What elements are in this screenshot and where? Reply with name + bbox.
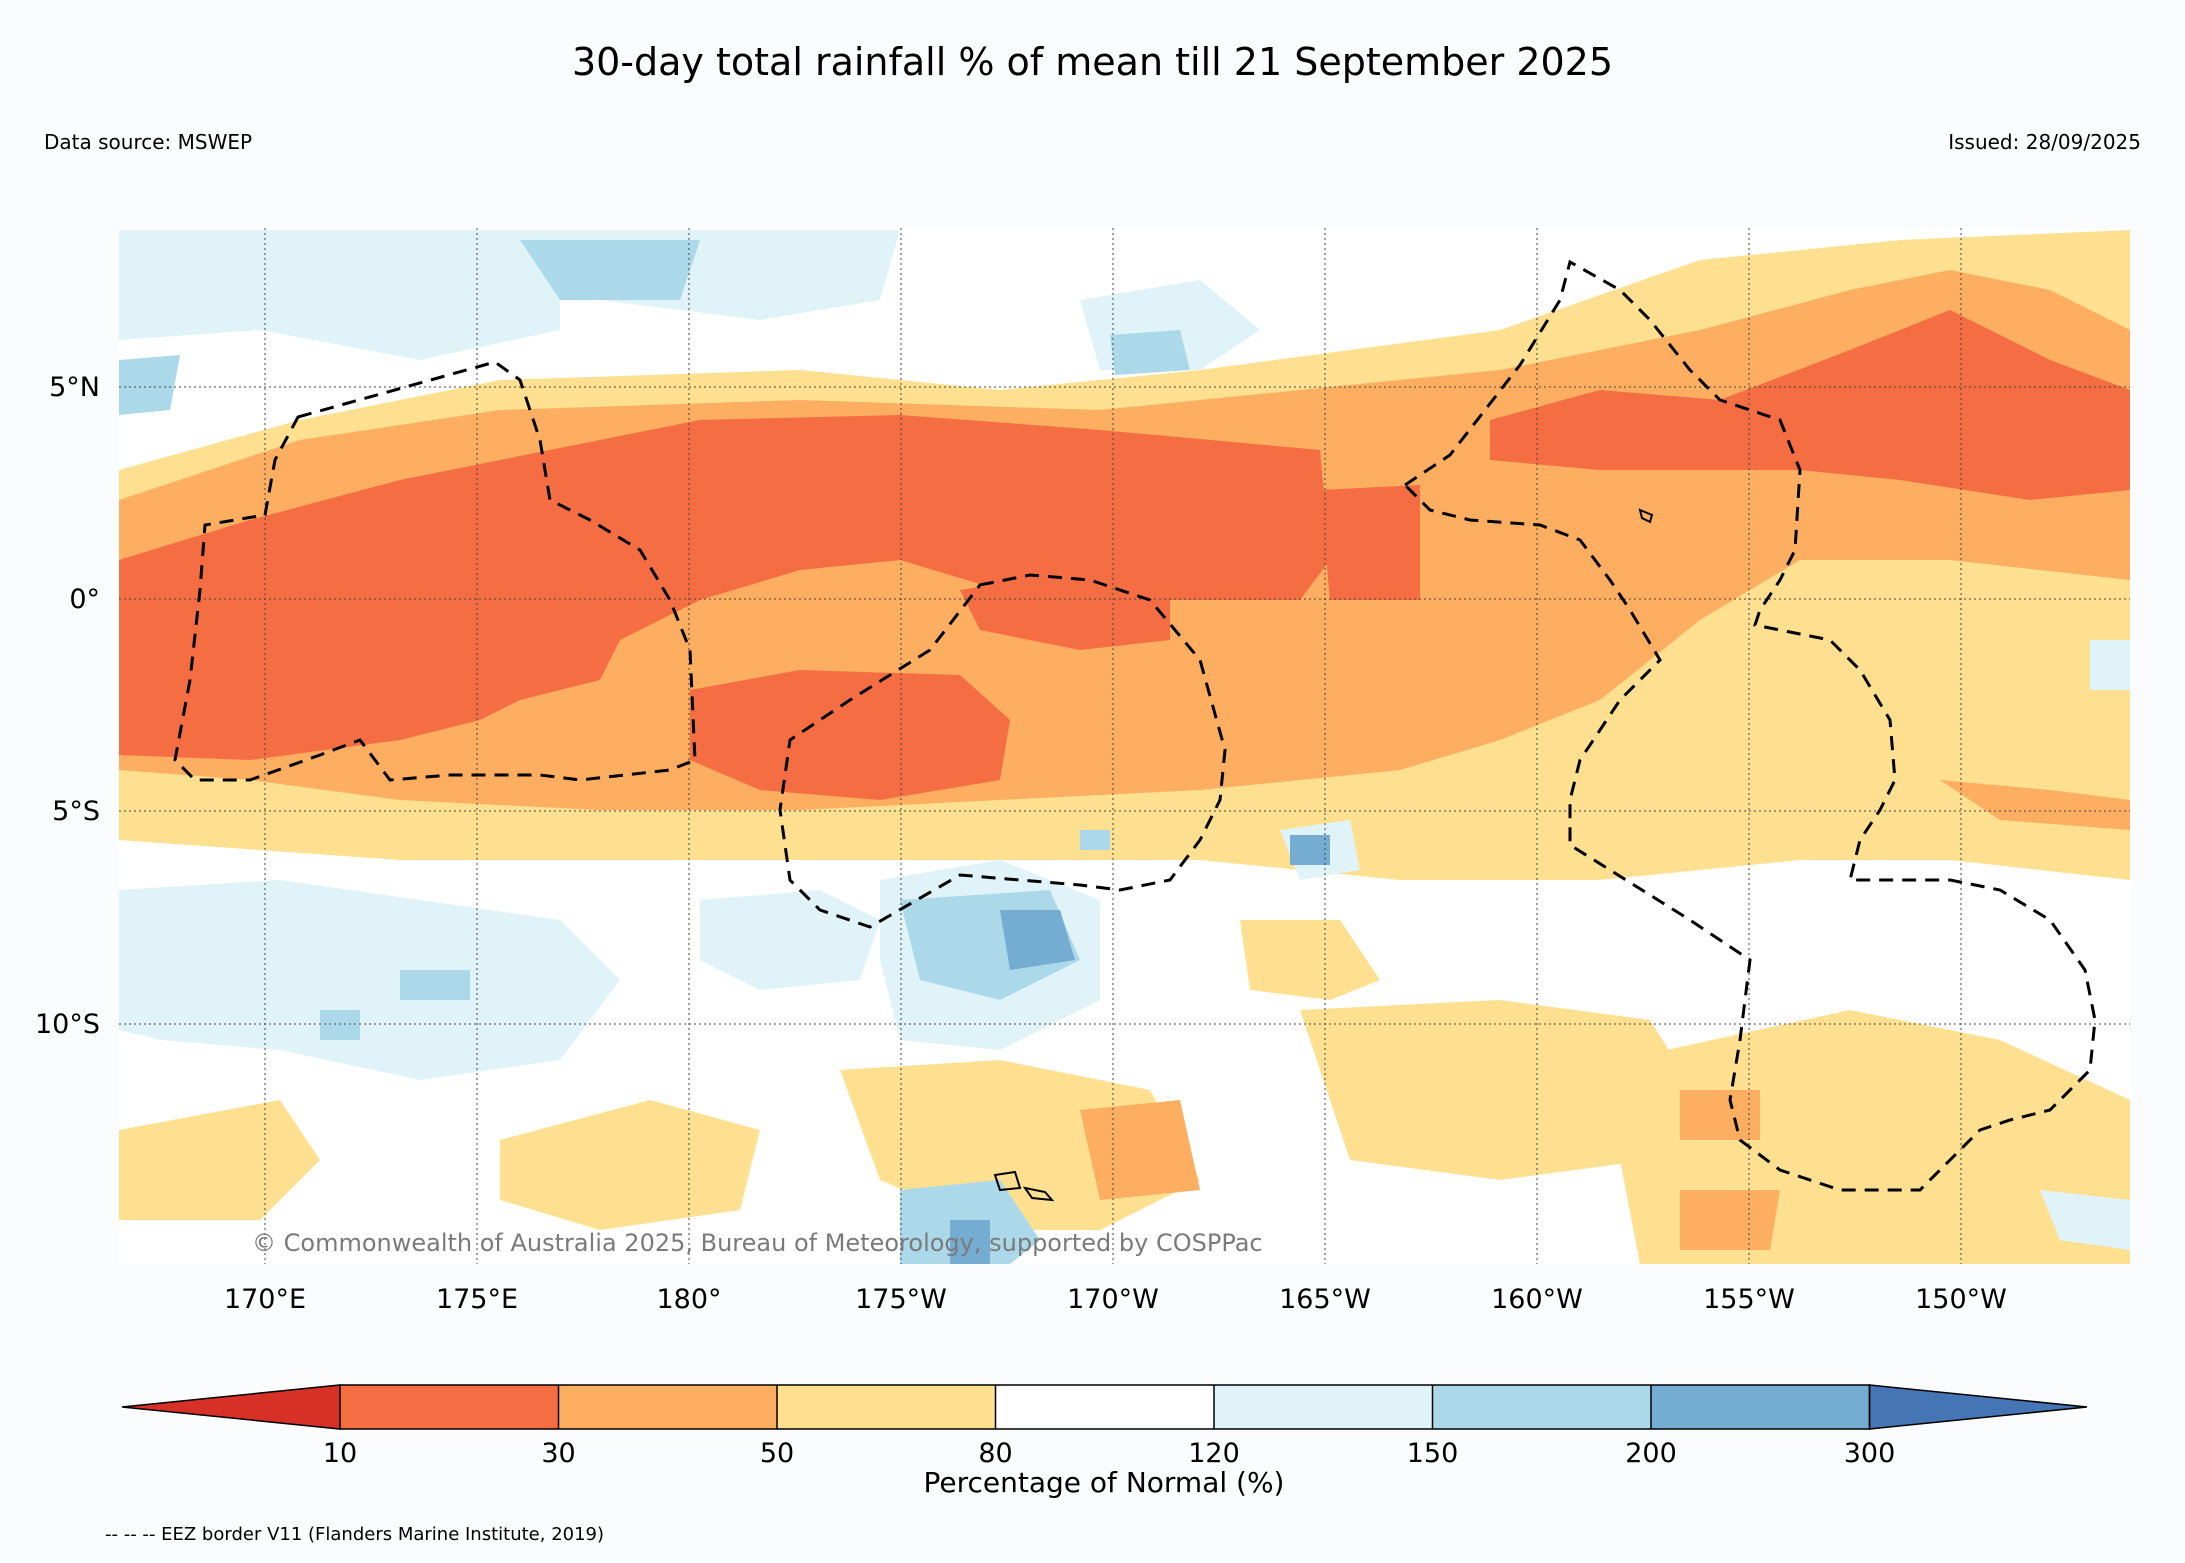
map-area: © Commonwealth of Australia 2025, Bureau… [119,228,2130,1264]
well-above-normal-region [119,355,180,415]
lon-label: 180° [656,1284,721,1315]
colorbar-upper-extend [1868,1384,2088,1430]
colorbar-tick: 80 [978,1438,1012,1469]
colorbar-segment [777,1385,996,1429]
above-normal-region [2090,640,2130,690]
colorbar-tick: 300 [1844,1438,1896,1469]
copyright-notice: © Commonwealth of Australia 2025, Bureau… [252,1229,1263,1257]
lon-label: 170°E [224,1284,306,1315]
graticule [119,228,2130,1264]
lon-label: 155°W [1703,1284,1795,1315]
eez-border [1402,259,2097,1192]
map-title: 30-day total rainfall % of mean till 21 … [571,40,1614,84]
lon-label: 160°W [1491,1284,1583,1315]
eez-footnote: -- -- -- EEZ border V11 (Flanders Marine… [105,1524,605,1545]
much-above-normal-region [1290,835,1330,865]
islands [993,508,1654,1202]
colorbar-segment [995,1385,1214,1429]
very-dry-region [1320,485,1420,600]
colorbar-frame [339,1384,1871,1430]
below-normal-region [1080,1100,1200,1200]
well-above-normal-region [400,970,470,1000]
colorbar-label: Percentage of Normal (%) [924,1466,1285,1499]
colorbar-tick: 30 [541,1438,575,1469]
lon-label: 170°W [1067,1284,1159,1315]
above-normal-region [2040,1190,2130,1250]
lat-label: 5°N [49,372,100,403]
colorbar-tick: 200 [1625,1438,1677,1469]
very-dry-region [690,670,1010,800]
above-normal-region [700,890,880,990]
colorbar-tick: 50 [760,1438,794,1469]
colorbar-segment [1214,1385,1433,1429]
island [993,1170,1022,1192]
below-normal-region [500,1100,760,1230]
eez-border [778,573,1227,929]
much-above-normal-region [1000,910,1075,970]
eez-borders [173,259,2097,1192]
below-normal-region [1300,1000,1700,1180]
well-above-normal-region [1110,330,1190,375]
lon-label: 165°W [1279,1284,1371,1315]
well-above-normal-region [1080,830,1110,850]
below-normal-region [1240,920,1380,1000]
eez-border [173,360,697,782]
lat-label: 0° [69,584,100,615]
much-above-normal-region [950,1220,990,1264]
colorbar-segment [558,1385,777,1429]
very-dominated-dry-region [119,415,1330,760]
colorbar-dividers [557,1385,1652,1429]
very-dry-region [1490,310,2130,500]
colorbar: 10 30 50 80 120 150 200 300 Percentage o… [121,1384,2088,1499]
island [1022,1186,1055,1202]
above-normal-region [119,880,620,1080]
well-above-normal-region [520,240,700,300]
below-normal-region [119,1100,320,1220]
island [1638,508,1654,524]
lon-label: 175°W [855,1284,947,1315]
colorbar-lower-extend [121,1384,341,1430]
colorbar-segment [340,1385,559,1429]
colorbar-tick: 120 [1188,1438,1240,1469]
lon-label: 150°W [1915,1284,2007,1315]
data-source: Data source: MSWEP [44,130,253,154]
below-normal-region [1680,1090,1760,1140]
below-normal-region [1940,780,2130,830]
lon-label: 175°E [436,1284,518,1315]
below-normal-region [1680,1190,1780,1250]
lat-label: 10°S [35,1009,100,1040]
well-above-normal-region [320,1010,360,1040]
colorbar-tick: 150 [1407,1438,1459,1469]
lat-label: 5°S [52,796,100,827]
above-normal-region [119,230,560,360]
very-dry-region [960,575,1170,650]
issued-date: Issued: 28/09/2025 [1948,130,2141,154]
colorbar-segment [1651,1385,1870,1429]
colorbar-segment [1432,1385,1651,1429]
colorbar-tick: 10 [323,1438,357,1469]
